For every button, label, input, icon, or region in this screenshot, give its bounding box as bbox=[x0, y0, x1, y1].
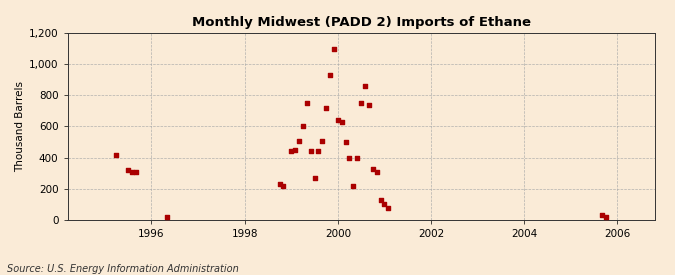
Text: Source: U.S. Energy Information Administration: Source: U.S. Energy Information Administ… bbox=[7, 264, 238, 274]
Point bbox=[352, 155, 362, 160]
Point bbox=[600, 215, 611, 219]
Point bbox=[332, 118, 343, 122]
Point bbox=[130, 169, 141, 174]
Point bbox=[367, 166, 378, 171]
Point bbox=[344, 155, 355, 160]
Point bbox=[356, 101, 367, 105]
Point bbox=[313, 149, 323, 154]
Point bbox=[360, 84, 371, 88]
Point bbox=[309, 176, 320, 180]
Point bbox=[364, 103, 375, 107]
Point bbox=[111, 152, 122, 157]
Point bbox=[290, 148, 300, 152]
Point bbox=[278, 183, 289, 188]
Point bbox=[371, 169, 382, 174]
Point bbox=[317, 138, 328, 143]
Point bbox=[301, 101, 312, 105]
Point bbox=[348, 183, 358, 188]
Point bbox=[161, 215, 172, 219]
Point bbox=[274, 182, 285, 186]
Title: Monthly Midwest (PADD 2) Imports of Ethane: Monthly Midwest (PADD 2) Imports of Etha… bbox=[192, 16, 531, 29]
Point bbox=[294, 138, 304, 143]
Y-axis label: Thousand Barrels: Thousand Barrels bbox=[15, 81, 25, 172]
Point bbox=[321, 106, 331, 110]
Point bbox=[383, 205, 394, 210]
Point bbox=[325, 73, 335, 77]
Point bbox=[298, 124, 308, 129]
Point bbox=[123, 168, 134, 172]
Point bbox=[336, 120, 347, 124]
Point bbox=[340, 140, 351, 144]
Point bbox=[379, 202, 390, 207]
Point bbox=[597, 213, 608, 218]
Point bbox=[126, 170, 137, 175]
Point bbox=[305, 149, 316, 154]
Point bbox=[329, 46, 340, 51]
Point bbox=[286, 149, 296, 154]
Point bbox=[375, 197, 386, 202]
